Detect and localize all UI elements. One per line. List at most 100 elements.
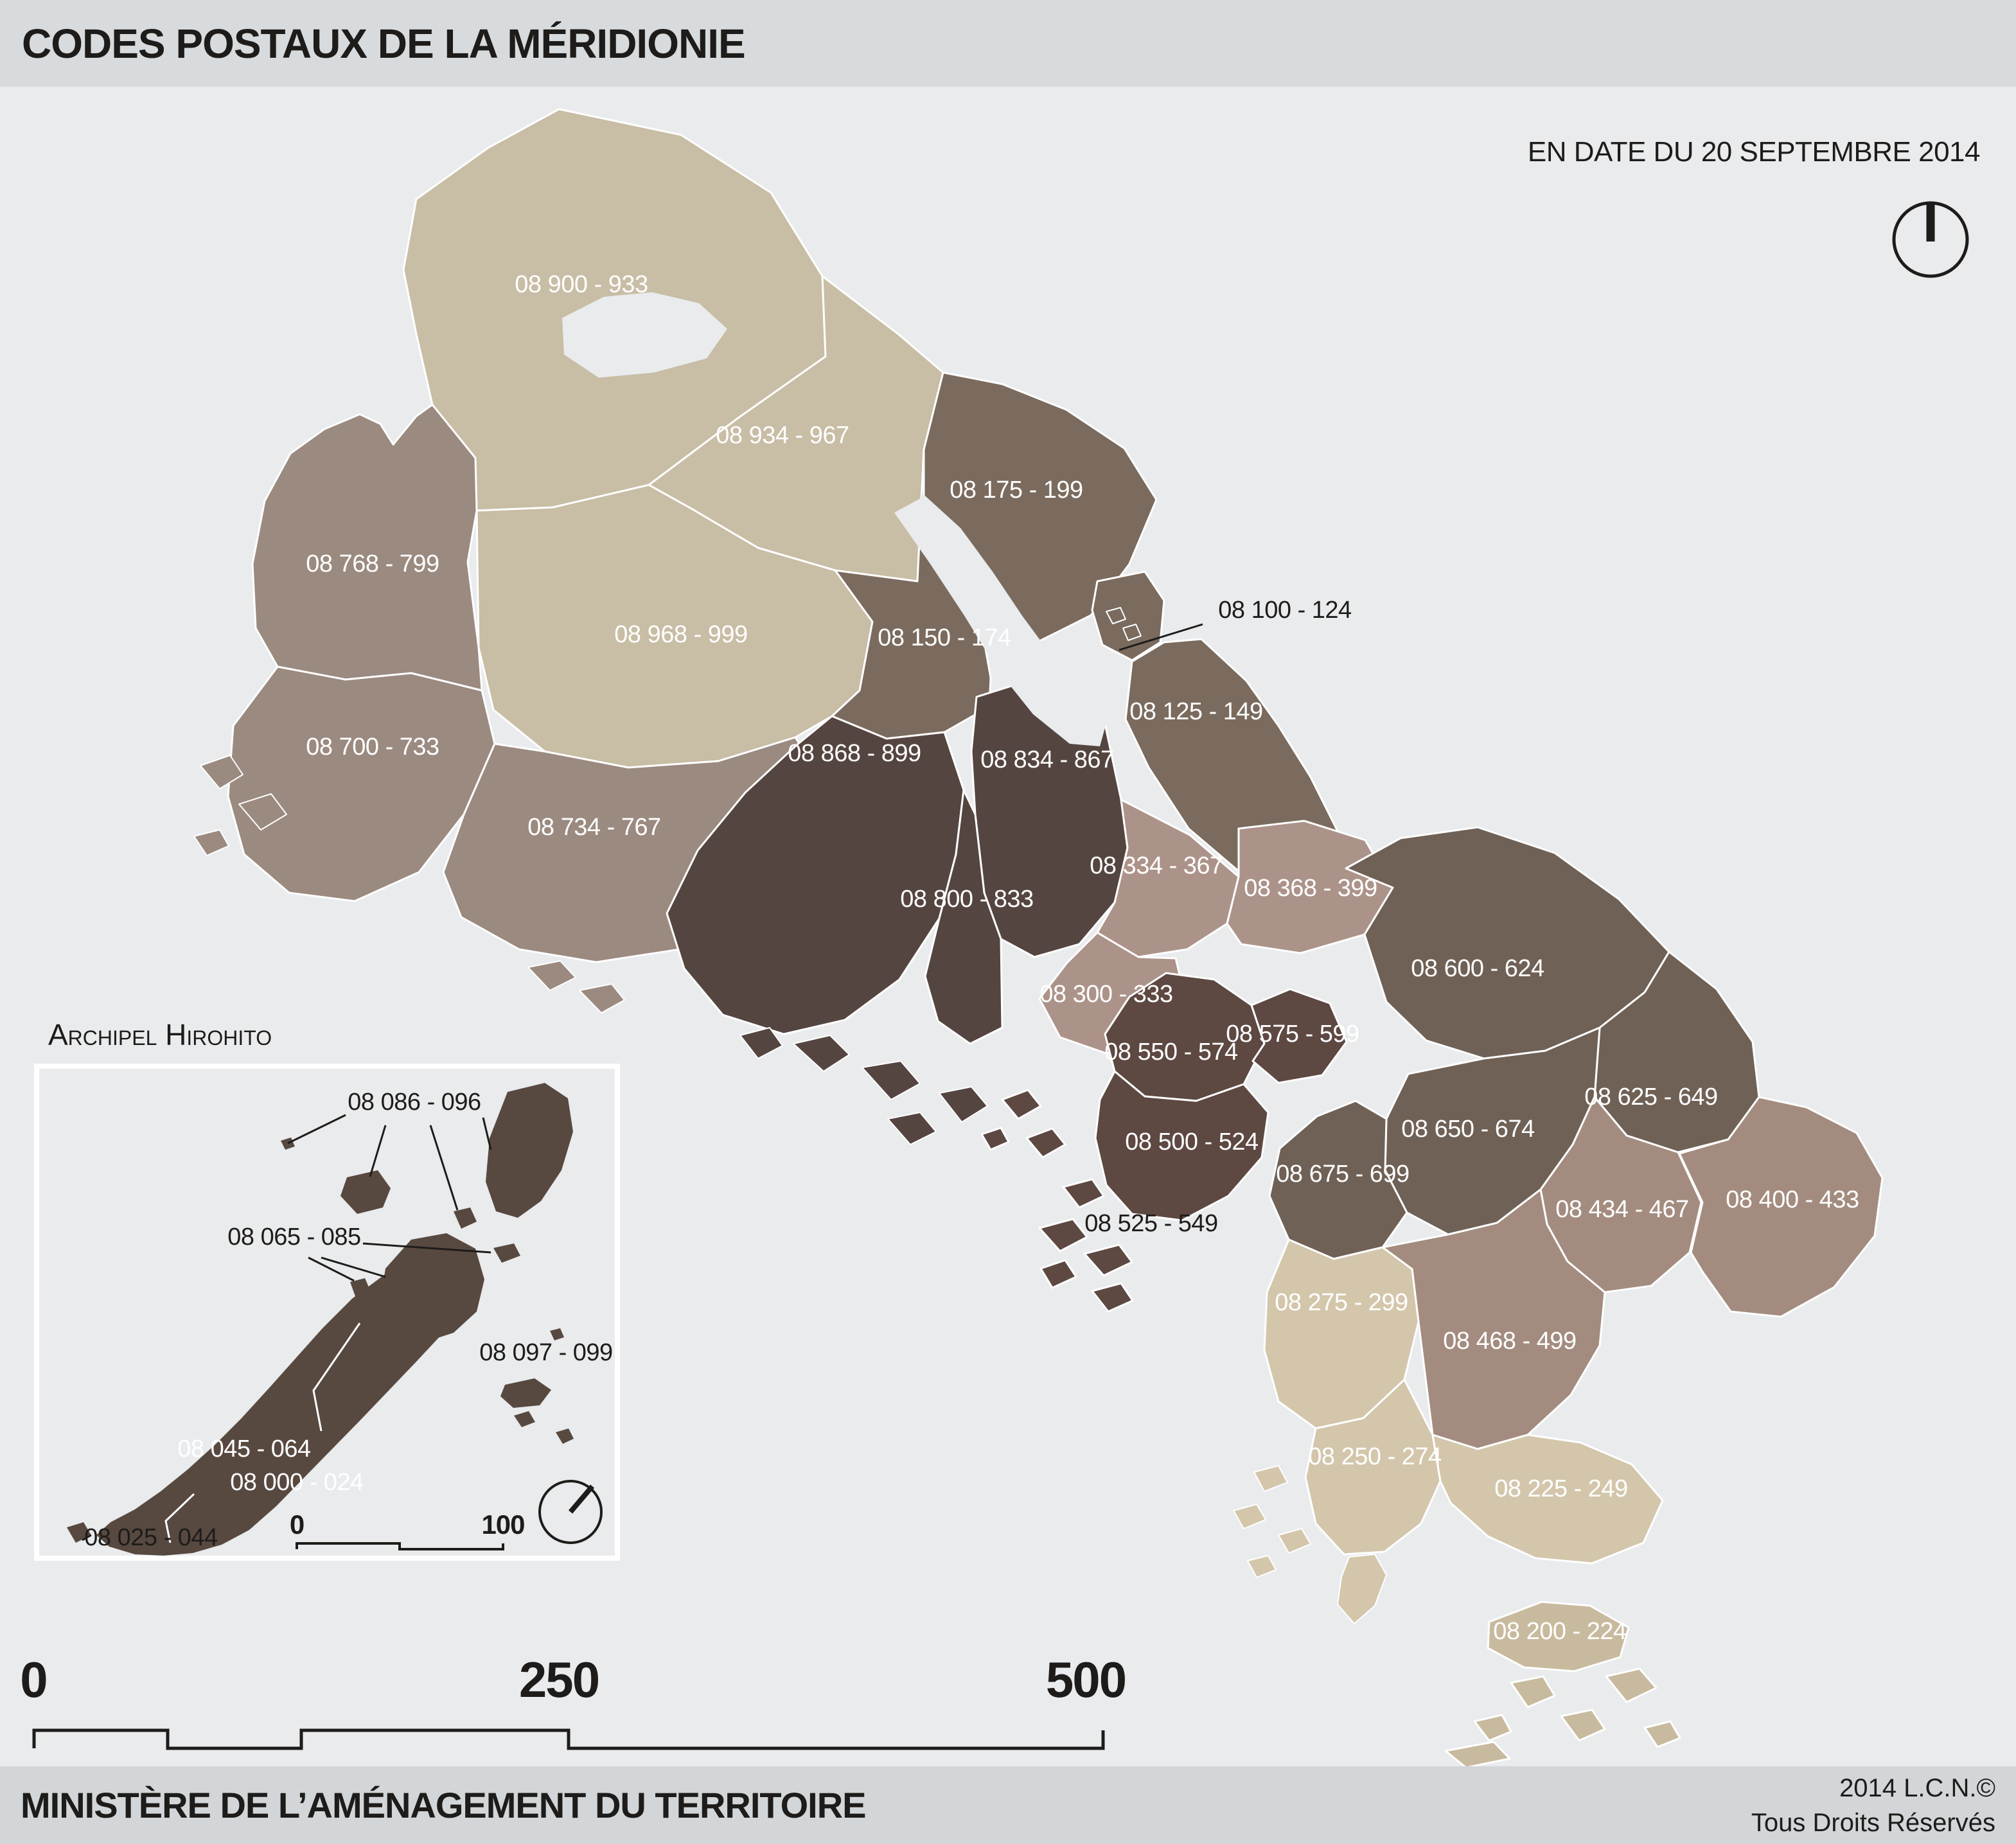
region-200-224 bbox=[1605, 1667, 1658, 1703]
region-label-934-967: 08 934 - 967 bbox=[716, 422, 849, 449]
region-label-575-599: 08 575 - 599 bbox=[1226, 1021, 1359, 1048]
region-label-625-649: 08 625 - 649 bbox=[1584, 1084, 1717, 1111]
region-250-274 bbox=[1304, 1378, 1442, 1556]
inset-scale-label-100: 100 bbox=[481, 1509, 524, 1540]
region-575-599 bbox=[1250, 988, 1348, 1084]
region-label-525-549: 08 525 - 549 bbox=[1084, 1210, 1217, 1237]
islet bbox=[193, 829, 229, 856]
region-label-434-467: 08 434 - 467 bbox=[1555, 1196, 1688, 1223]
leader-line bbox=[369, 1125, 387, 1177]
islet bbox=[1106, 607, 1126, 624]
region-label-600-624: 08 600 - 624 bbox=[1411, 955, 1544, 982]
inset-label-000-024: 08 000 - 024 bbox=[230, 1469, 364, 1496]
inset-label-097-099: 08 097 - 099 bbox=[479, 1339, 612, 1366]
inset-island bbox=[493, 1243, 520, 1263]
region-label-734-767: 08 734 - 767 bbox=[527, 814, 660, 841]
ministry-title: MINISTÈRE DE L’AMÉNAGEMENT DU TERRITOIRE bbox=[21, 1785, 866, 1825]
compass-icon bbox=[538, 1480, 603, 1544]
islet bbox=[1122, 624, 1142, 641]
lake bbox=[894, 496, 1108, 746]
date-note: EN DATE DU 20 SEPTEMBRE 2014 bbox=[1527, 136, 1981, 168]
region-label-100-124: 08 100 - 124 bbox=[1218, 597, 1352, 624]
scalebar-label-250: 250 bbox=[518, 1651, 600, 1708]
region-label-968-999: 08 968 - 999 bbox=[614, 621, 747, 648]
inset-island bbox=[96, 1260, 457, 1556]
islet bbox=[1247, 1555, 1277, 1578]
region-label-300-333: 08 300 - 333 bbox=[1039, 981, 1172, 1008]
scalebar-label-500: 500 bbox=[1045, 1651, 1127, 1708]
region-334-367 bbox=[1096, 798, 1240, 958]
islet bbox=[1253, 1465, 1288, 1492]
leader-line bbox=[321, 1256, 386, 1278]
credit-line-1: 2014 L.C.N.© bbox=[1839, 1773, 1995, 1802]
inset-scale-label-0: 0 bbox=[290, 1509, 304, 1540]
region-200-224 bbox=[1643, 1720, 1681, 1748]
region-label-400-433: 08 400 - 433 bbox=[1726, 1186, 1859, 1213]
leader-line bbox=[429, 1125, 459, 1211]
region-800-833 bbox=[924, 789, 1004, 1045]
region-label-800-833: 08 800 - 833 bbox=[900, 886, 1033, 913]
region-200-224 bbox=[1487, 1601, 1630, 1673]
region-525-549 bbox=[980, 1127, 1010, 1151]
region-label-334-367: 08 334 - 367 bbox=[1090, 852, 1223, 879]
region-700-733 bbox=[227, 665, 496, 902]
islet bbox=[887, 1112, 937, 1145]
region-525-549 bbox=[1039, 1259, 1077, 1289]
leader-line bbox=[308, 1256, 355, 1282]
inset-label-065-085: 08 065 - 085 bbox=[227, 1224, 360, 1251]
region-label-868-899: 08 868 - 899 bbox=[788, 740, 921, 767]
region-label-275-299: 08 275 - 299 bbox=[1275, 1289, 1408, 1316]
leader-line bbox=[287, 1114, 346, 1145]
region-200-224 bbox=[1560, 1708, 1606, 1742]
title-bar: CODES POSTAUX DE LA MÉRIDIONIE bbox=[0, 0, 2016, 87]
scalebar-label-0: 0 bbox=[20, 1651, 48, 1708]
region-525-549 bbox=[1001, 1089, 1042, 1120]
region-525-549 bbox=[1062, 1178, 1105, 1209]
inset-label-025-044: 08 025 - 044 bbox=[84, 1524, 218, 1551]
region-label-900-933: 08 900 - 933 bbox=[515, 271, 648, 298]
inset-island bbox=[556, 1428, 574, 1444]
inset-island bbox=[454, 1207, 477, 1229]
region-label-125-149: 08 125 - 149 bbox=[1129, 698, 1262, 725]
inset-island bbox=[514, 1411, 535, 1427]
region-label-650-674: 08 650 - 674 bbox=[1401, 1116, 1535, 1143]
inset-region-border bbox=[164, 1493, 195, 1543]
region-100-124 bbox=[1091, 570, 1165, 662]
region-525-549 bbox=[1083, 1243, 1133, 1277]
region-525-549 bbox=[1091, 1282, 1134, 1313]
inset-label-045-064: 08 045 - 064 bbox=[177, 1436, 311, 1462]
islet bbox=[939, 1086, 988, 1123]
leader-line bbox=[82, 1534, 92, 1541]
islet bbox=[739, 1027, 783, 1059]
leader-line bbox=[1119, 623, 1203, 651]
islet bbox=[793, 1035, 850, 1072]
leader-line bbox=[362, 1242, 491, 1254]
credits-block: 2014 L.C.N.© Tous Droits Réservés bbox=[1751, 1771, 1995, 1840]
region-768-799 bbox=[251, 403, 483, 692]
region-label-175-199: 08 175 - 199 bbox=[950, 477, 1083, 504]
islet bbox=[1337, 1554, 1387, 1624]
islet bbox=[200, 755, 243, 789]
islet bbox=[862, 1060, 921, 1100]
region-label-250-274: 08 250 - 274 bbox=[1308, 1443, 1442, 1470]
region-label-675-699: 08 675 - 699 bbox=[1276, 1161, 1409, 1188]
inset-island bbox=[340, 1170, 391, 1214]
islet bbox=[238, 793, 287, 830]
islet bbox=[527, 960, 576, 991]
region-label-700-733: 08 700 - 733 bbox=[306, 733, 439, 760]
compass-needle-icon bbox=[568, 1484, 595, 1514]
scale-bar bbox=[32, 1728, 1105, 1750]
inset-title: Archipel Hirohito bbox=[48, 1018, 272, 1051]
region-368-399 bbox=[1226, 820, 1394, 954]
region-label-768-799: 08 768 - 799 bbox=[306, 550, 439, 577]
region-500-524 bbox=[1094, 1070, 1269, 1222]
region-225-249 bbox=[1431, 1434, 1664, 1565]
inset-island bbox=[486, 1083, 573, 1218]
islet bbox=[1278, 1528, 1311, 1554]
region-200-224 bbox=[1510, 1675, 1556, 1708]
region-525-549 bbox=[1025, 1127, 1066, 1159]
inset-scale-bar bbox=[296, 1542, 504, 1550]
region-label-200-224: 08 200 - 224 bbox=[1493, 1618, 1627, 1645]
